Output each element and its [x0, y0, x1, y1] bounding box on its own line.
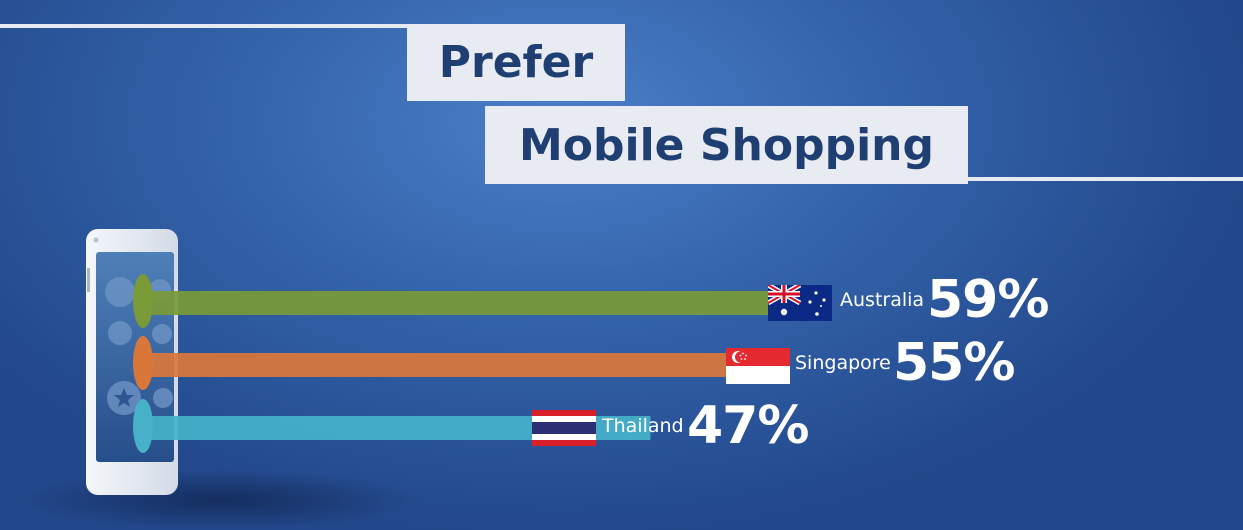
value-label-thailand: 47% [687, 396, 809, 456]
thailand-flag-icon [532, 410, 596, 446]
country-label-thailand: Thailand [602, 415, 684, 437]
singapore-flag-icon [726, 348, 790, 384]
bar-cap-australia [133, 274, 153, 328]
value-label-singapore: 55% [893, 333, 1015, 393]
value-label-australia: 59% [927, 270, 1049, 330]
bar-singapore [143, 353, 737, 377]
country-label-australia: Australia [840, 289, 925, 311]
bar-australia [143, 291, 780, 315]
title-line-1: Prefer [407, 24, 625, 101]
australia-flag-icon [768, 285, 832, 321]
bar-cap-thailand [133, 399, 153, 453]
title-rule-left [0, 24, 410, 28]
country-label-singapore: Singapore [795, 352, 891, 374]
title-rule-right [966, 177, 1243, 181]
bar-cap-singapore [133, 336, 153, 390]
title-line-2: Mobile Shopping [485, 106, 968, 184]
